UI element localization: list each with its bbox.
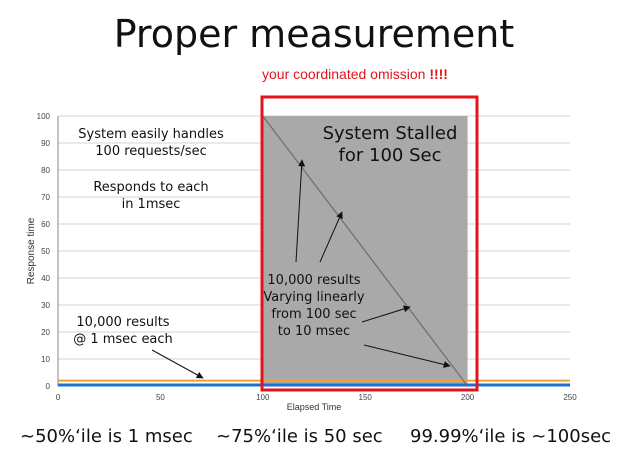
y-tick-label: 90 <box>41 139 50 148</box>
subtitle-text: your coordinated omission <box>262 66 430 82</box>
subtitle-emphasis: !!!! <box>429 66 448 82</box>
annotation-arrow <box>363 344 451 368</box>
slide-title: Proper measurement <box>113 12 515 56</box>
annotation-handles-line2: 100 requests/sec <box>95 144 207 159</box>
annotation-arrow <box>361 305 411 323</box>
x-tick-label: 0 <box>56 393 61 402</box>
highlight-border <box>260 95 479 392</box>
x-tick-label: 50 <box>156 393 165 402</box>
annotation-results: 10,000 results @ 1 msec each <box>58 314 188 348</box>
annotation-responds-line1: Responds to each <box>93 180 209 195</box>
y-axis-title: Response time <box>26 217 37 284</box>
annotation-stalled: System Stalled for 100 Sec <box>300 123 480 167</box>
annotation-responds-line2: in 1msec <box>121 197 181 212</box>
x-tick-label: 250 <box>563 393 577 402</box>
annotation-varying-line3: from 100 sec <box>271 307 357 322</box>
x-tick-label: 200 <box>461 393 475 402</box>
annotation-stalled-line1: System Stalled <box>322 123 458 144</box>
annotation-results-line2: @ 1 msec each <box>73 332 173 347</box>
stat-p50: ~50%‘ile is 1 msec <box>20 426 193 447</box>
y-tick-label: 40 <box>41 274 50 283</box>
x-axis-title: Elapsed Time <box>287 402 342 412</box>
diagonal-series <box>262 115 469 387</box>
y-tick-label: 80 <box>41 166 50 175</box>
y-tick-label: 60 <box>41 220 50 229</box>
y-tick-label: 70 <box>41 193 50 202</box>
stat-p75: ~75%‘ile is 50 sec <box>216 426 383 447</box>
y-tick-label: 100 <box>37 112 51 121</box>
annotation-handles: System easily handles 100 requests/sec <box>66 126 236 160</box>
y-tick-label: 0 <box>46 382 51 391</box>
annotation-varying-line2: Varying linearly <box>263 290 365 305</box>
annotation-results-line1: 10,000 results <box>76 315 170 330</box>
annotation-varying-line4: to 10 msec <box>277 324 351 339</box>
annotation-arrow <box>151 349 204 379</box>
stat-p9999: 99.99%‘ile is ~100sec <box>410 426 612 447</box>
x-tick-label: 150 <box>359 393 373 402</box>
annotation-varying-line1: 10,000 results <box>267 273 361 288</box>
annotation-arrow <box>319 211 343 263</box>
annotation-stalled-line2: for 100 Sec <box>338 145 442 166</box>
y-tick-label: 10 <box>41 355 50 364</box>
annotation-varying: 10,000 results Varying linearly from 100… <box>244 272 384 340</box>
annotation-responds: Responds to each in 1msec <box>66 179 236 213</box>
annotation-handles-line1: System easily handles <box>78 127 224 142</box>
annotation-arrow <box>295 159 306 263</box>
x-tick-label: 100 <box>256 393 270 402</box>
y-tick-label: 50 <box>41 247 50 256</box>
y-tick-label: 30 <box>41 301 50 310</box>
slide-subtitle: your coordinated omission !!!! <box>262 66 448 82</box>
y-tick-label: 20 <box>41 328 50 337</box>
